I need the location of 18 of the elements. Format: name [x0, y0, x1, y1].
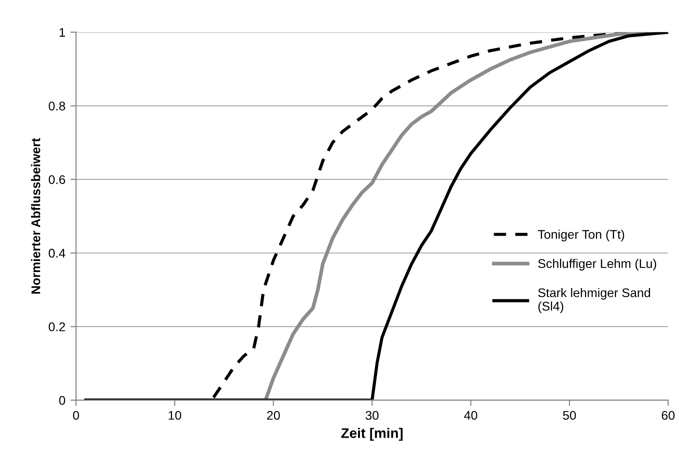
- y-tick-label: 0.4: [48, 248, 66, 258]
- legend-label: Schluffiger Lehm (Lu): [538, 258, 656, 270]
- y-tick-label: 1: [60, 28, 66, 37]
- x-tick-label: 60: [662, 410, 675, 420]
- y-tick-label: 0.6: [48, 175, 66, 184]
- x-tick-label: 20: [267, 410, 280, 420]
- x-tick-label: 10: [168, 410, 182, 420]
- y-tick-label: 0.8: [48, 102, 66, 110]
- y-axis-title: Normierter Abflussbeiwert: [31, 138, 40, 294]
- x-tick-label: 50: [563, 410, 576, 420]
- y-tick-label: 0: [59, 396, 66, 405]
- legend-label: Stark lehmiger Sand (Sl4): [538, 288, 650, 314]
- x-tick-label: 0: [73, 410, 80, 420]
- x-axis-title: Zeit [min]: [341, 428, 403, 441]
- x-tick-label: 30: [366, 410, 379, 420]
- y-tick-label: 0.2: [48, 322, 66, 332]
- x-tick-label: 40: [464, 410, 478, 420]
- legend-label: Toniger Ton (Tt): [538, 230, 624, 242]
